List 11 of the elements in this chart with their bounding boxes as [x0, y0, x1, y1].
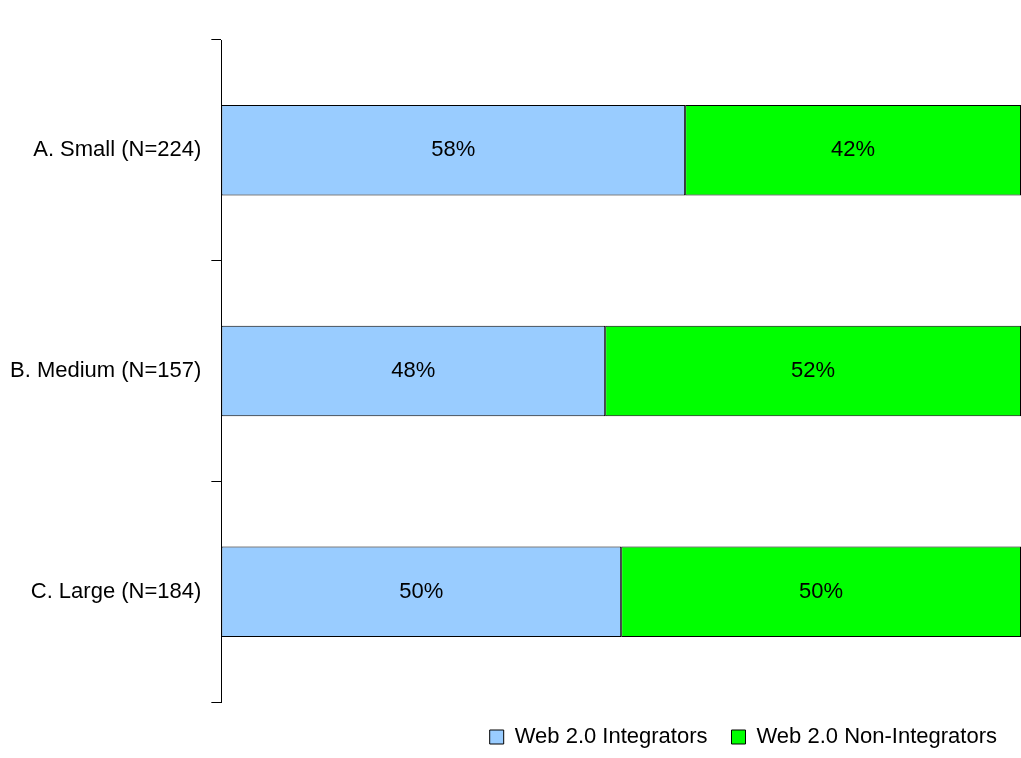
- data-label: 52%: [791, 357, 836, 383]
- data-label: 58%: [431, 136, 476, 162]
- data-label: 50%: [399, 577, 444, 603]
- y-tick-label: A. Small (N=224): [33, 136, 202, 162]
- legend-label: Web 2.0 Integrators: [514, 723, 708, 749]
- data-label: 48%: [391, 357, 436, 383]
- data-label: 50%: [799, 577, 844, 603]
- y-tick-label: B. Medium (N=157): [9, 357, 202, 383]
- data-label: 42%: [831, 136, 876, 162]
- y-tick-label: C. Large (N=184): [30, 577, 202, 603]
- legend-label: Web 2.0 Non-Integrators: [756, 723, 997, 749]
